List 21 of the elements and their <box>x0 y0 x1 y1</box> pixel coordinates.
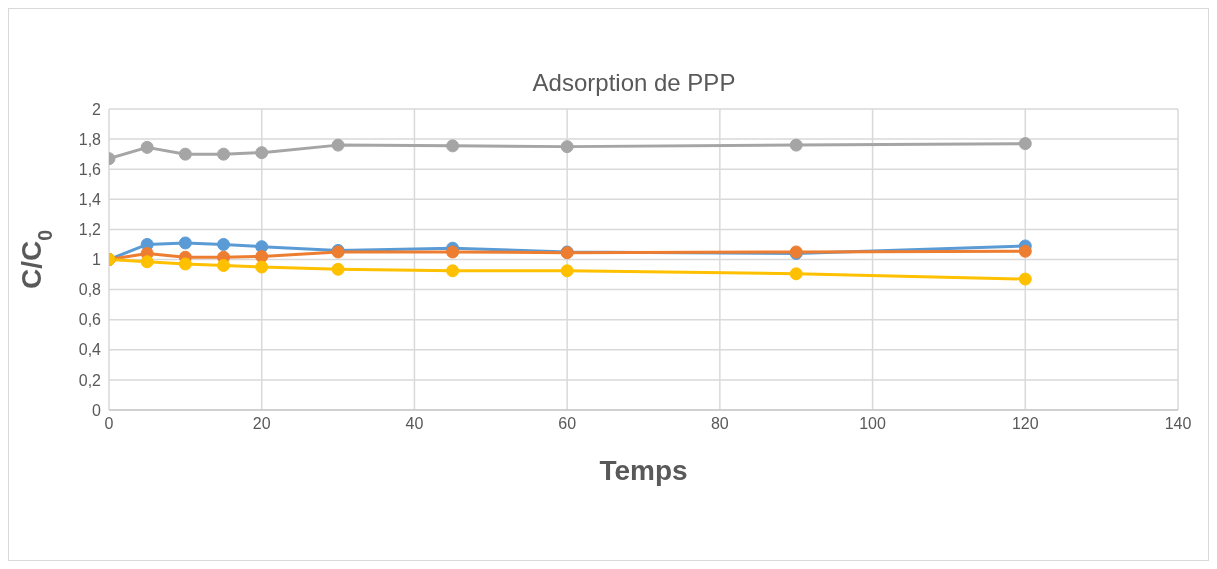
y-tick-label: 0,4 <box>78 341 102 359</box>
x-tick-label: 80 <box>710 415 729 433</box>
x-tick-label: 0 <box>104 415 114 433</box>
y-tick-label: 2 <box>92 100 102 118</box>
x-axis-title: Temps <box>599 455 688 486</box>
x-tick-label: 40 <box>405 415 424 433</box>
y-tick-label: 1,2 <box>78 221 102 239</box>
y-tick-label: 1,6 <box>78 160 102 178</box>
chart-title: Adsorption de PPP <box>532 69 736 96</box>
x-tick-label: 120 <box>1011 415 1039 433</box>
x-tick-label: 20 <box>252 415 271 433</box>
y-tick-label: 1,4 <box>78 190 102 208</box>
x-tick-label: 140 <box>1164 415 1192 433</box>
y-tick-label: 0,6 <box>78 311 102 329</box>
y-tick-label: 0,8 <box>78 281 102 299</box>
y-tick-label: 0 <box>92 401 102 419</box>
y-tick-label: 0,2 <box>78 371 102 389</box>
x-tick-label: 100 <box>859 415 887 433</box>
x-tick-label: 60 <box>558 415 577 433</box>
y-tick-label: 1,8 <box>78 130 102 148</box>
y-tick-label: 1 <box>92 251 102 269</box>
